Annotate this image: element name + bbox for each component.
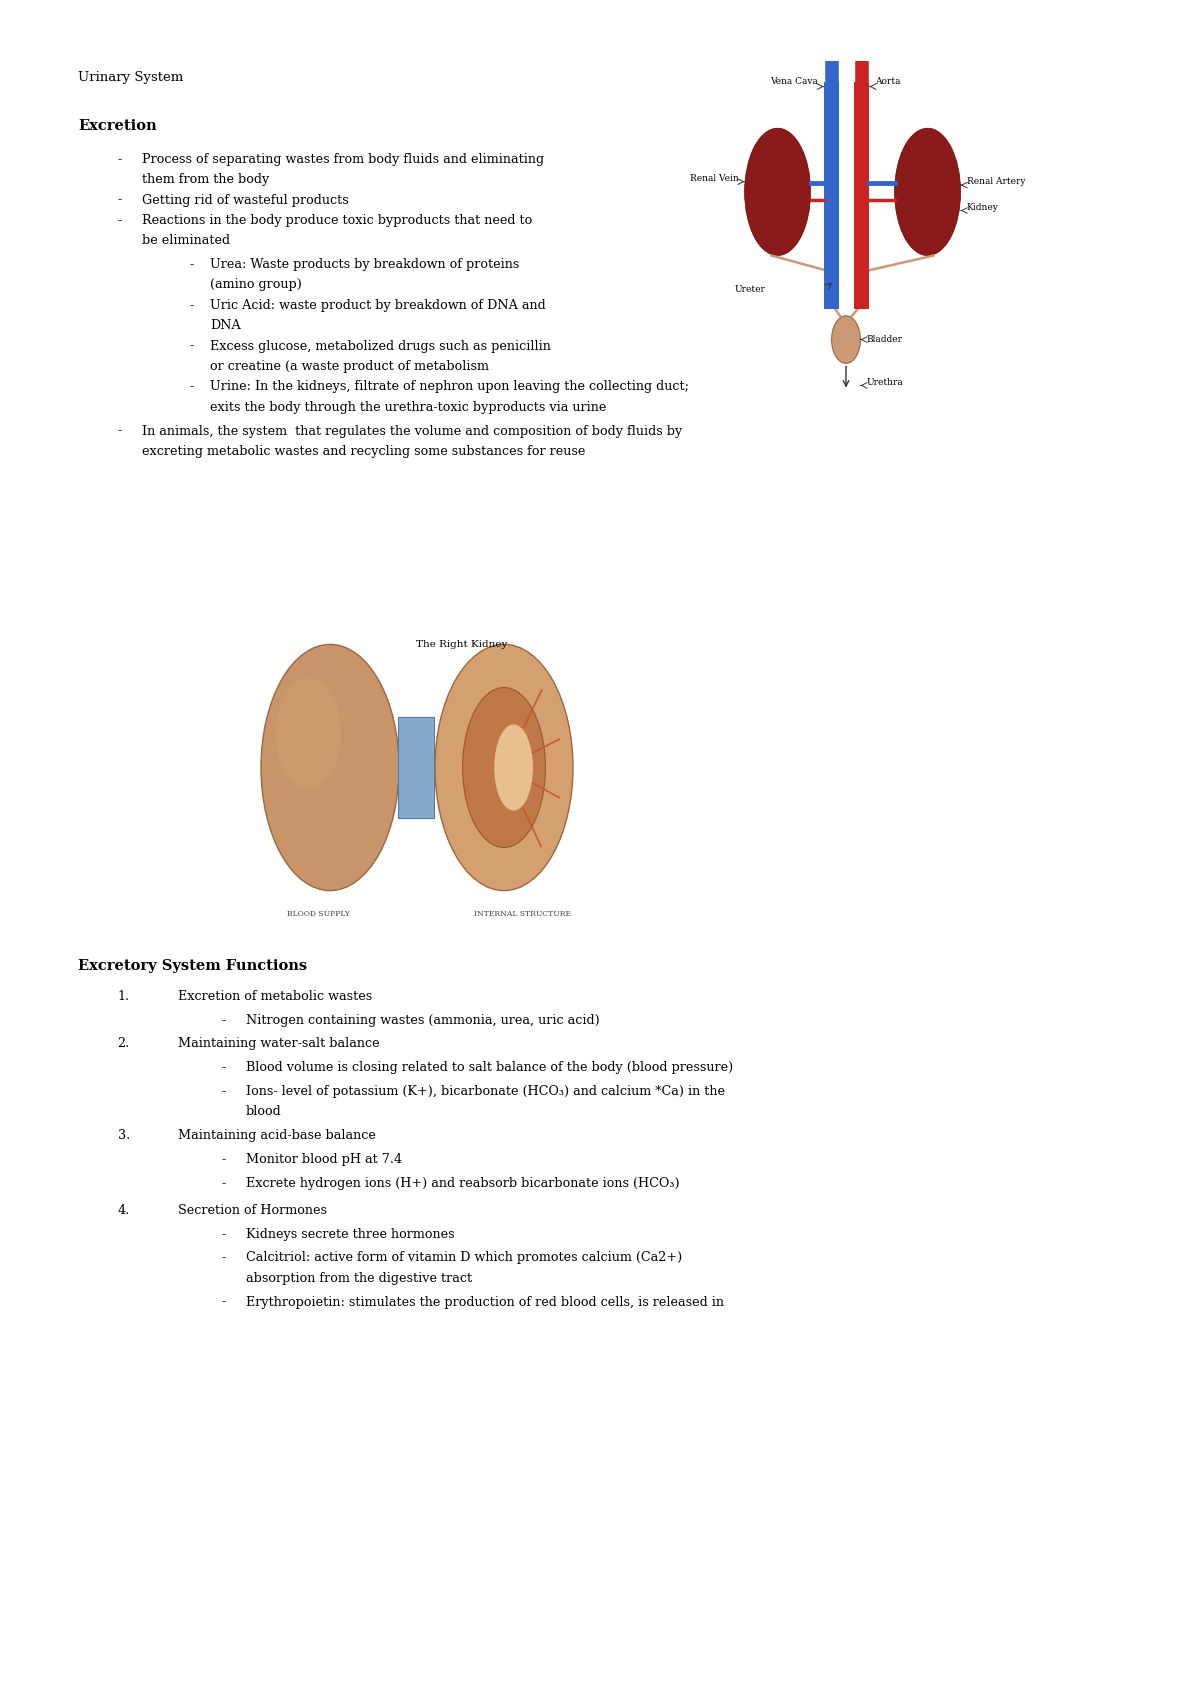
Text: -: - [118, 153, 122, 166]
Text: -: - [118, 194, 122, 207]
Text: blood: blood [246, 1105, 282, 1119]
Text: -: - [190, 380, 194, 394]
FancyBboxPatch shape [398, 717, 434, 818]
Text: INTERNAL STRUCTURE: INTERNAL STRUCTURE [474, 910, 570, 919]
Text: (amino group): (amino group) [210, 278, 302, 292]
Text: Excretory System Functions: Excretory System Functions [78, 959, 307, 973]
Bar [854, 82, 870, 309]
Text: -: - [222, 1177, 227, 1190]
Text: Kidneys secrete three hormones: Kidneys secrete three hormones [246, 1228, 455, 1241]
Text: Ureter: Ureter [734, 285, 766, 294]
Text: The Right Kidney: The Right Kidney [416, 640, 508, 649]
Text: 2.: 2. [118, 1037, 130, 1051]
Text: BLOOD SUPPLY: BLOOD SUPPLY [287, 910, 349, 919]
Ellipse shape [832, 316, 860, 363]
Ellipse shape [276, 678, 342, 788]
Bar [823, 82, 840, 309]
Text: Urine: In the kidneys, filtrate of nephron upon leaving the collecting duct;: Urine: In the kidneys, filtrate of nephr… [210, 380, 689, 394]
Text: Blood volume is closing related to salt balance of the body (blood pressure): Blood volume is closing related to salt … [246, 1061, 733, 1075]
Ellipse shape [436, 645, 574, 890]
Text: Aorta: Aorta [875, 76, 901, 87]
Text: Excretion: Excretion [78, 119, 157, 132]
Text: be eliminated: be eliminated [142, 234, 229, 248]
Text: -: - [222, 1296, 227, 1309]
Text: In animals, the system  that regulates the volume and composition of body fluids: In animals, the system that regulates th… [142, 424, 682, 438]
Text: -: - [118, 424, 122, 438]
Text: Process of separating wastes from body fluids and eliminating: Process of separating wastes from body f… [142, 153, 544, 166]
Text: -: - [222, 1251, 227, 1265]
Text: -: - [190, 258, 194, 272]
Text: Urea: Waste products by breakdown of proteins: Urea: Waste products by breakdown of pro… [210, 258, 520, 272]
Text: Urinary System: Urinary System [78, 71, 184, 85]
Text: Excretion of metabolic wastes: Excretion of metabolic wastes [178, 990, 372, 1004]
Text: Kidney: Kidney [967, 202, 998, 212]
Text: 3.: 3. [118, 1129, 130, 1143]
Text: Nitrogen containing wastes (ammonia, urea, uric acid): Nitrogen containing wastes (ammonia, ure… [246, 1014, 600, 1027]
Text: -: - [190, 340, 194, 353]
Text: Excrete hydrogen ions (H+) and reabsorb bicarbonate ions (HCO₃): Excrete hydrogen ions (H+) and reabsorb … [246, 1177, 679, 1190]
Text: Vena Cava: Vena Cava [770, 76, 818, 87]
Text: Renal Vein: Renal Vein [690, 173, 739, 183]
Text: -: - [222, 1153, 227, 1167]
Text: Reactions in the body produce toxic byproducts that need to: Reactions in the body produce toxic bypr… [142, 214, 532, 228]
Ellipse shape [744, 129, 811, 256]
Text: Renal Artery: Renal Artery [967, 177, 1025, 187]
Text: DNA: DNA [210, 319, 241, 333]
Text: -: - [222, 1228, 227, 1241]
Text: Maintaining water-salt balance: Maintaining water-salt balance [178, 1037, 379, 1051]
Text: Excess glucose, metabolized drugs such as penicillin: Excess glucose, metabolized drugs such a… [210, 340, 551, 353]
Text: -: - [222, 1061, 227, 1075]
Text: -: - [190, 299, 194, 312]
Text: 4.: 4. [118, 1204, 130, 1217]
Text: Erythropoietin: stimulates the production of red blood cells, is released in: Erythropoietin: stimulates the productio… [246, 1296, 724, 1309]
Text: Urethra: Urethra [866, 377, 904, 387]
Text: Calcitriol: active form of vitamin D which promotes calcium (Ca2+): Calcitriol: active form of vitamin D whi… [246, 1251, 683, 1265]
Text: absorption from the digestive tract: absorption from the digestive tract [246, 1272, 472, 1285]
Text: Monitor blood pH at 7.4: Monitor blood pH at 7.4 [246, 1153, 402, 1167]
Ellipse shape [262, 645, 398, 890]
Text: 1.: 1. [118, 990, 130, 1004]
Ellipse shape [463, 688, 546, 847]
Text: them from the body: them from the body [142, 173, 269, 187]
Text: Ions- level of potassium (K+), bicarbonate (HCO₃) and calcium *Ca) in the: Ions- level of potassium (K+), bicarbona… [246, 1085, 725, 1099]
Text: exits the body through the urethra-toxic byproducts via urine: exits the body through the urethra-toxic… [210, 401, 606, 414]
Text: Getting rid of wasteful products: Getting rid of wasteful products [142, 194, 348, 207]
Text: Secretion of Hormones: Secretion of Hormones [178, 1204, 326, 1217]
Text: Maintaining acid-base balance: Maintaining acid-base balance [178, 1129, 376, 1143]
Ellipse shape [895, 129, 961, 256]
Ellipse shape [494, 725, 533, 810]
Text: Bladder: Bladder [866, 335, 902, 345]
Text: -: - [222, 1085, 227, 1099]
Text: -: - [118, 214, 122, 228]
Text: -: - [222, 1014, 227, 1027]
Text: Uric Acid: waste product by breakdown of DNA and: Uric Acid: waste product by breakdown of… [210, 299, 546, 312]
Text: or creatine (a waste product of metabolism: or creatine (a waste product of metaboli… [210, 360, 490, 374]
Text: excreting metabolic wastes and recycling some substances for reuse: excreting metabolic wastes and recycling… [142, 445, 584, 458]
